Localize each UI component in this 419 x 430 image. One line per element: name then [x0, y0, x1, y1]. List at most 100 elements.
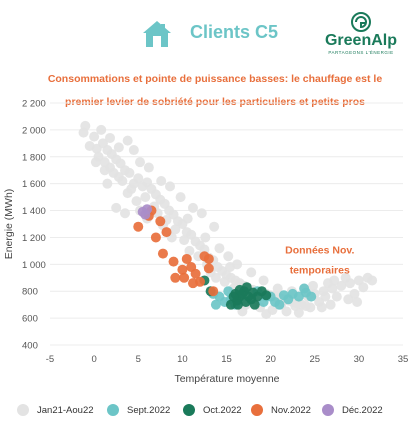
point-jan21-aou22 [117, 175, 128, 186]
point-sept-2022 [299, 283, 310, 294]
point-jan21-aou22 [343, 294, 354, 305]
point-nov-2022 [155, 216, 166, 227]
logo-mark [351, 12, 371, 32]
y-tick-label: 2 000 [22, 125, 46, 136]
point-jan21-aou22 [113, 142, 124, 153]
point-jan21-aou22 [78, 127, 89, 138]
point-sept-2022 [306, 291, 317, 302]
y-axis-label: Energie (MWh) [3, 189, 15, 260]
x-tick-label: 35 [398, 354, 409, 365]
point-jan21-aou22 [96, 124, 107, 135]
point-jan21-aou22 [340, 272, 351, 283]
point-jan21-aou22 [182, 213, 193, 224]
legend-item[interactable]: Nov.2022 [251, 400, 311, 420]
point-jan21-aou22 [170, 224, 181, 235]
point-nov-2022 [150, 232, 161, 243]
legend-item[interactable]: Sept.2022 [107, 400, 170, 420]
point-jan21-aou22 [175, 192, 186, 203]
point-oct-2022 [232, 299, 243, 310]
point-jan21-aou22 [246, 267, 257, 278]
point-jan21-aou22 [223, 251, 234, 262]
legend-item[interactable]: Oct.2022 [183, 400, 242, 420]
point-jan21-aou22 [305, 302, 316, 313]
point-nov-2022 [187, 278, 198, 289]
point-jan21-aou22 [165, 181, 176, 192]
point-nov-2022 [170, 272, 181, 283]
point-oct-2022 [228, 291, 239, 302]
x-tick-label: 0 [91, 354, 96, 365]
x-tick-label: 25 [309, 354, 320, 365]
point-jan21-aou22 [99, 165, 110, 176]
point-jan21-aou22 [187, 202, 198, 213]
point-jan21-aou22 [179, 235, 190, 246]
point-jan21-aou22 [111, 202, 122, 213]
point-jan21-aou22 [336, 280, 347, 291]
legend-swatch [107, 404, 119, 416]
y-tick-label: 2 200 [22, 99, 46, 110]
point-jan21-aou22 [156, 175, 167, 186]
legend-swatch [322, 404, 334, 416]
point-oct-2022 [249, 299, 260, 310]
point-sept-2022 [210, 299, 221, 310]
greenalp-logo: GreenAlp PARTAGEONS L'ÉNERGIE [318, 12, 404, 62]
point-jan21-aou22 [122, 188, 133, 199]
y-tick-label: 1 400 [22, 206, 46, 217]
point-jan21-aou22 [214, 243, 225, 254]
point-jan21-aou22 [102, 178, 113, 189]
point-jan21-aou22 [105, 132, 116, 143]
point-jan21-aou22 [325, 299, 336, 310]
point-jan21-aou22 [128, 145, 139, 156]
point-jan21-aou22 [358, 282, 369, 293]
point-jan21-aou22 [352, 296, 363, 307]
x-tick-label: 10 [177, 354, 188, 365]
x-tick-label: 30 [354, 354, 365, 365]
point-jan21-aou22 [120, 208, 131, 219]
point-nov-2022 [203, 253, 214, 264]
legend-swatch [251, 404, 263, 416]
point-nov-2022 [190, 268, 201, 279]
point-jan21-aou22 [281, 306, 292, 317]
legend-label: Déc.2022 [342, 404, 383, 416]
point-sept-2022 [274, 299, 285, 310]
point-oct-2022 [261, 290, 272, 301]
point-jan21-aou22 [122, 135, 133, 146]
point-jan21-aou22 [196, 208, 207, 219]
legend-label: Nov.2022 [271, 404, 311, 416]
point-jan21-aou22 [219, 276, 230, 287]
point-nov-2022 [203, 263, 214, 274]
y-tick-label: 600 [22, 314, 38, 325]
x-tick-label: -5 [46, 354, 54, 365]
point-nov-2022 [179, 272, 190, 283]
header: Clients C5 GreenAlp PARTAGEONS L'ÉNERGIE [0, 0, 419, 60]
point-jan21-aou22 [331, 291, 342, 302]
point-jan21-aou22 [210, 272, 221, 283]
point-oct-2022 [241, 282, 252, 293]
house-icon [143, 21, 171, 47]
point-nov-2022 [157, 248, 168, 259]
legend-swatch [183, 404, 195, 416]
point-jan21-aou22 [307, 280, 318, 291]
y-tick-label: 800 [22, 287, 38, 298]
legend-label: Jan21-Aou22 [37, 404, 94, 416]
point-jan21-aou22 [316, 302, 327, 313]
point-jan21-aou22 [131, 196, 142, 207]
point-jan21-aou22 [367, 275, 378, 286]
annotation-text: Données Nov. [285, 245, 354, 257]
point-jan21-aou22 [90, 157, 101, 168]
point-jan21-aou22 [320, 291, 331, 302]
point-nov-2022 [181, 253, 192, 264]
point-jan21-aou22 [329, 275, 340, 286]
point-nov-2022 [161, 227, 172, 238]
x-tick-label: 20 [265, 354, 276, 365]
logo-tagline: PARTAGEONS L'ÉNERGIE [328, 50, 394, 55]
legend-item[interactable]: Déc.2022 [322, 400, 383, 420]
legend: Jan21-Aou22 Sept.2022 Oct.2022 Nov.2022 Déc.… [0, 400, 419, 422]
point-nov-2022 [168, 256, 179, 267]
point-jan21-aou22 [143, 162, 154, 173]
point-jan21-aou22 [133, 173, 144, 184]
point-jan21-aou22 [261, 309, 272, 320]
scatter-chart: 400 600 800 1 000 1 200 1 400 1 600 1 800 2 000 2… [3, 99, 409, 386]
legend-label: Oct.2022 [203, 404, 242, 416]
point-sept-2022 [283, 294, 294, 305]
legend-item[interactable]: Jan21-Aou22 [17, 400, 94, 420]
